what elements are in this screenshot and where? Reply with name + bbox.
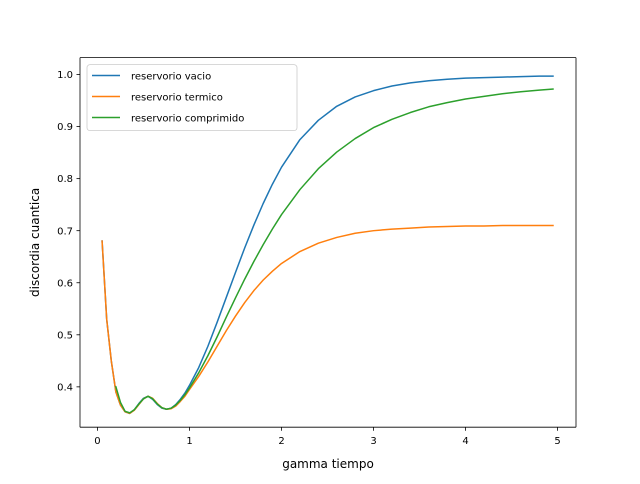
x-tick-label: 3 bbox=[370, 436, 376, 447]
x-axis-label: gamma tiempo bbox=[282, 457, 374, 471]
x-axis-ticks: 0 1 2 3 4 5 bbox=[94, 427, 561, 447]
x-tick-label: 1 bbox=[186, 436, 192, 447]
y-tick-label: 0.4 bbox=[57, 382, 73, 393]
legend-box bbox=[86, 64, 298, 131]
legend-label-2: reservorio termico bbox=[131, 93, 223, 104]
series-line-3 bbox=[114, 88, 554, 414]
y-axis-label: discordia cuantica bbox=[28, 188, 42, 297]
legend-label-3: reservorio comprimido bbox=[131, 114, 244, 125]
y-tick-label: 0.9 bbox=[57, 122, 73, 133]
x-tick-label: 0 bbox=[94, 436, 100, 447]
legend-entries: reservorio vacio reservorio termico reserv… bbox=[92, 72, 244, 125]
series-layer bbox=[101, 75, 554, 415]
y-tick-label: 1.0 bbox=[57, 70, 73, 81]
axes-frame bbox=[79, 57, 577, 428]
legend: reservorio vacio reservorio termico reserv… bbox=[86, 64, 298, 131]
x-tick-label: 2 bbox=[278, 436, 284, 447]
x-tick-label: 5 bbox=[554, 436, 560, 447]
y-axis-ticks: 0.4 0.5 0.6 0.7 0.8 0.9 1.0 bbox=[57, 70, 80, 393]
x-tick-label: 4 bbox=[462, 436, 468, 447]
y-tick-label: 0.8 bbox=[57, 174, 73, 185]
legend-label-1: reservorio vacio bbox=[131, 72, 211, 83]
y-tick-label: 0.5 bbox=[57, 330, 73, 341]
y-tick-label: 0.7 bbox=[57, 226, 73, 237]
y-tick-label: 0.6 bbox=[57, 278, 73, 289]
